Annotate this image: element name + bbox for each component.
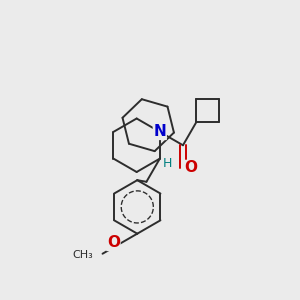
Text: H: H <box>163 157 172 169</box>
Text: N: N <box>153 124 166 140</box>
Text: O: O <box>184 160 197 175</box>
Text: O: O <box>107 236 120 250</box>
Text: CH₃: CH₃ <box>73 250 94 260</box>
